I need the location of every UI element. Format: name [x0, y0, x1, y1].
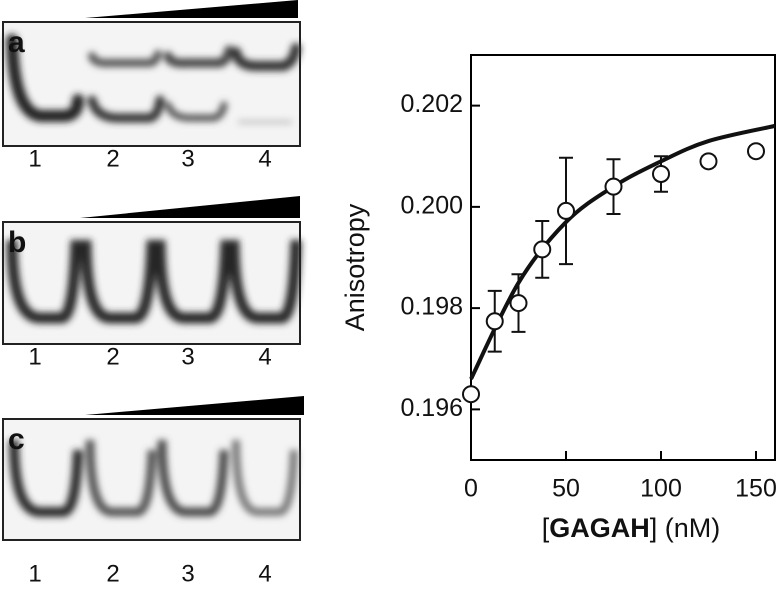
- data-point: [557, 201, 575, 220]
- y-axis-label: Anisotropy: [340, 203, 370, 331]
- lane-number: 2: [106, 343, 119, 370]
- x-tick-label: 50: [552, 475, 580, 503]
- plot-frame: [470, 54, 776, 461]
- lane-number: 2: [106, 145, 119, 172]
- gel-bands: [6, 34, 301, 125]
- data-point: [699, 152, 718, 171]
- y-tick-label: 0.196: [400, 394, 463, 422]
- lane-number: 4: [258, 145, 271, 172]
- lane-number: 2: [106, 560, 119, 587]
- lane-number: 3: [181, 560, 194, 587]
- data-point: [604, 177, 623, 196]
- y-tick-label: 0.198: [400, 293, 463, 321]
- gel: [2, 21, 301, 147]
- x-axis-label-part: ] (nM): [650, 513, 721, 543]
- data-point: [509, 294, 528, 313]
- x-axis-label-part: [: [542, 513, 550, 543]
- gel-bands: [6, 239, 302, 324]
- gradient-wedge: [85, 396, 304, 415]
- x-tick-label: 100: [640, 475, 682, 503]
- lane-number: 3: [181, 343, 194, 370]
- x-axis-label-part: GAGAH: [549, 513, 650, 543]
- y-tick-label: 0.202: [400, 90, 463, 118]
- x-axis-label: [GAGAH] (nM): [542, 513, 721, 543]
- lane-number: 4: [258, 560, 271, 587]
- lane-number: 4: [258, 343, 271, 370]
- panel-label: a: [8, 26, 25, 59]
- data-point: [652, 164, 670, 183]
- lane-number: 1: [28, 560, 41, 587]
- x-tick-label: 150: [735, 475, 777, 503]
- lane-number: 3: [181, 145, 194, 172]
- lane-number: 1: [28, 145, 41, 172]
- gradient-wedge: [80, 196, 300, 218]
- lane-number: 1: [28, 343, 41, 370]
- data-point: [485, 312, 504, 331]
- x-tick-label: 0: [464, 475, 478, 503]
- fit-curve: [469, 123, 776, 380]
- panel-label: c: [8, 423, 25, 456]
- data-point: [462, 385, 480, 404]
- y-tick-label: 0.200: [400, 191, 463, 219]
- data-point: [533, 240, 552, 259]
- gradient-wedge: [85, 0, 298, 18]
- panel-label: b: [8, 226, 26, 259]
- data-point: [747, 142, 765, 161]
- gel-bands: [9, 439, 298, 517]
